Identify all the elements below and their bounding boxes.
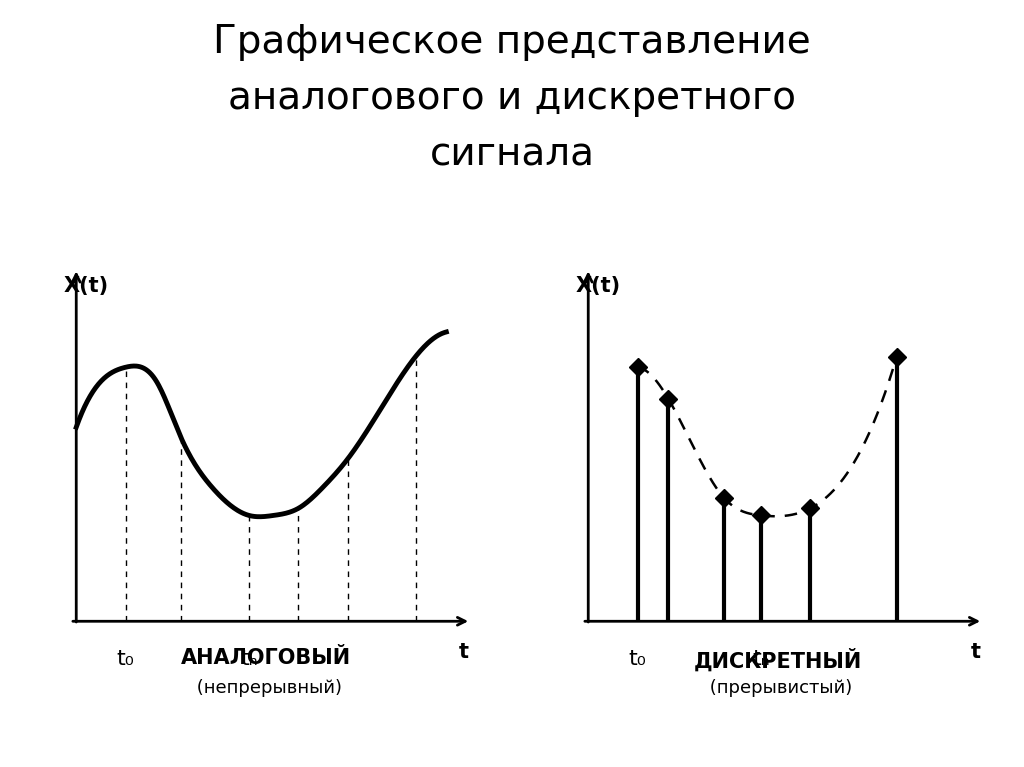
Text: АНАЛОГОВЫЙ: АНАЛОГОВЫЙ xyxy=(181,648,351,668)
Text: X(t): X(t) xyxy=(575,275,621,295)
Text: ДИСКРЕТНЫЙ: ДИСКРЕТНЫЙ xyxy=(694,648,862,671)
Text: X(t): X(t) xyxy=(63,275,109,295)
Text: t: t xyxy=(459,643,469,663)
Text: t₀: t₀ xyxy=(117,650,134,670)
Text: Графическое представление
аналогового и дискретного
сигнала: Графическое представление аналогового и … xyxy=(213,23,811,173)
Text: t₀: t₀ xyxy=(629,650,646,670)
Text: tₙ: tₙ xyxy=(241,650,258,670)
Text: tₙ: tₙ xyxy=(753,650,770,670)
Text: (непрерывный): (непрерывный) xyxy=(190,679,342,696)
Text: t: t xyxy=(971,643,981,663)
Text: (прерывистый): (прерывистый) xyxy=(705,679,852,696)
